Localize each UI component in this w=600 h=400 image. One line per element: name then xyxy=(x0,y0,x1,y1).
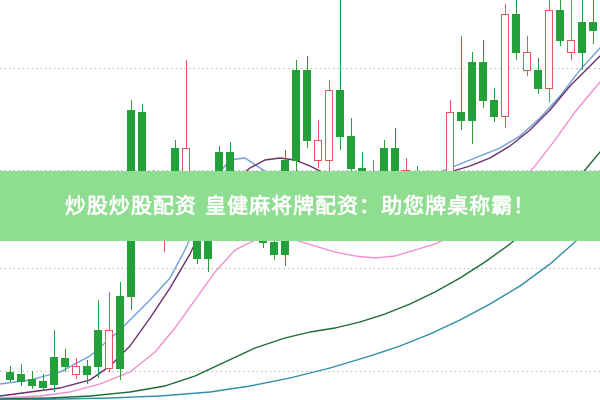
chart-gridlines xyxy=(0,68,600,372)
promo-banner-text: 炒股炒股配资 皇健麻将牌配资：助您牌桌称霸！ xyxy=(64,193,536,218)
promo-banner: 炒股炒股配资 皇健麻将牌配资：助您牌桌称霸！ xyxy=(0,171,600,241)
